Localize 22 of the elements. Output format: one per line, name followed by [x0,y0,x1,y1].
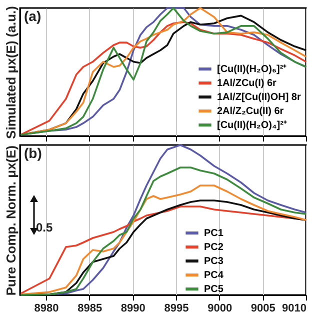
annotation: 0.5 [36,220,54,234]
x-tick-label: 9000 [208,302,232,314]
x-tick-label: 8985 [78,302,102,314]
legend-label: 2Al/Z₂Cu(II) 6r [217,106,284,117]
x-tick-label: 9010 [282,302,306,314]
annotation: (b) [24,145,42,161]
legend-label: [Cu(II)(H₂O)₆]²⁺ [217,64,288,75]
x-tick-label: 8990 [120,302,146,314]
x-tick-label: 9005 [250,302,276,314]
legend-label: PC5 [204,284,224,295]
x-tick-label: 8980 [34,302,59,314]
annotation: (a) [24,8,42,24]
legend-label: PC3 [204,256,224,267]
legend-label: 1Al/ZCu(I) 6r [217,78,277,89]
legend-label: PC4 [204,270,224,281]
legend-label: [Cu(II)(H₂O)₄]²⁺ [217,120,288,131]
y-axis-title: Simulated μx(E) (a.u.) [4,6,18,139]
legend-label: PC1 [204,228,224,239]
y-axis-title: Pure Comp. Norm. μx(E) [4,145,18,296]
x-tick-label: 8995 [164,302,189,314]
legend-label: 1Al/Z[Cu(II)OH] 8r [217,92,301,103]
legend-label: PC2 [204,242,224,253]
